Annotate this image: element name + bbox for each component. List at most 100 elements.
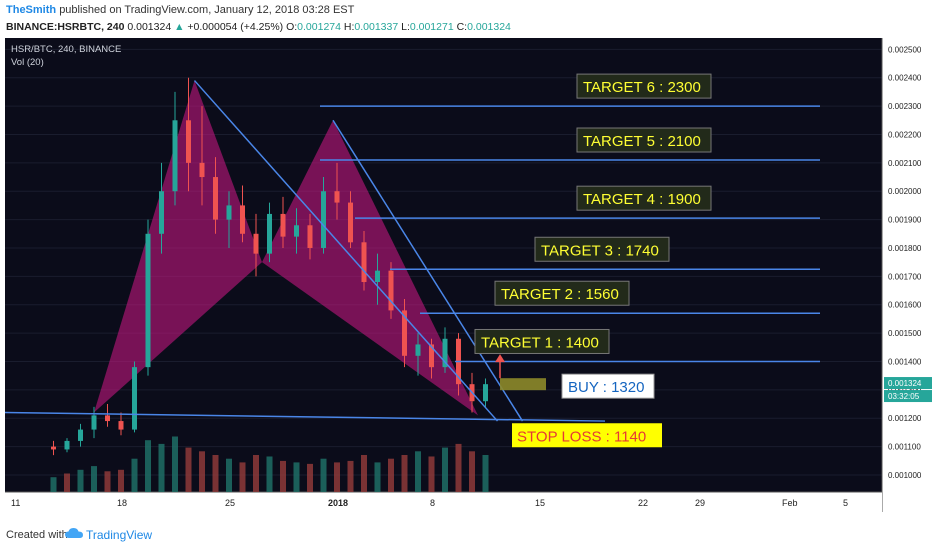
volume-bar — [104, 471, 111, 492]
trend-line-2 — [332, 119, 524, 422]
candle-body — [253, 233, 259, 254]
candle-body — [132, 367, 137, 430]
x-tick-label: 22 — [638, 498, 648, 508]
volume-bar — [212, 455, 219, 492]
y-tick-label: 0.001100 — [888, 443, 921, 452]
candle-body — [172, 120, 178, 192]
y-tick-label: 0.002300 — [888, 102, 922, 111]
candle-body — [348, 202, 353, 243]
support-line — [5, 411, 606, 422]
x-tick-label: 25 — [225, 498, 235, 508]
price-change: +0.000054 (+4.25%) — [187, 21, 284, 33]
volume-bar — [145, 440, 151, 492]
candle-body — [280, 213, 286, 237]
volume-bar — [77, 469, 84, 492]
target-label: TARGET 1 : 1400 — [481, 334, 599, 351]
trend-line-1 — [193, 80, 499, 422]
x-tick-label: Feb — [782, 498, 798, 508]
price-chart[interactable]: 0.0010000.0011000.0012000.0013000.001400… — [5, 38, 932, 512]
high-value: 0.001337 — [354, 21, 399, 33]
y-tick-label: 0.002400 — [888, 74, 922, 83]
stop-loss-box — [512, 423, 662, 448]
volume-bar — [131, 458, 138, 492]
x-tick-label: 2018 — [328, 498, 348, 508]
target-label-box — [576, 185, 712, 211]
target-label-box — [534, 236, 670, 262]
symbol-line: BINANCE:HSRBTC, 240 — [6, 21, 125, 33]
y-tick-label: 0.002500 — [888, 45, 922, 54]
low-value: 0.001271 — [409, 21, 454, 33]
chart-header: TheSmith published on TradingView.com, J… — [0, 0, 932, 38]
volume-bar — [347, 460, 354, 492]
y-tick-label: 0.001200 — [888, 414, 922, 423]
candle-body — [267, 213, 272, 254]
volume-bar — [64, 473, 70, 492]
buy-label: BUY : 1320 — [568, 379, 644, 396]
candle-body — [483, 384, 488, 402]
y-tick-label: 0.001000 — [888, 471, 922, 480]
volume-bar — [415, 451, 421, 492]
target-label-box — [576, 127, 712, 153]
volume-bar — [266, 456, 273, 492]
candle-body — [226, 205, 232, 220]
volume-bar — [428, 456, 435, 492]
y-tick-label: 0.001800 — [888, 244, 922, 253]
volume-bar — [401, 455, 408, 492]
published-text: published on TradingView.com, January 12… — [59, 4, 355, 16]
price-scale — [882, 38, 932, 512]
created-with-text: Created with — [6, 529, 68, 541]
volume-bar — [280, 460, 286, 492]
candle-body — [78, 429, 83, 441]
current-price-label: 0.001324 — [888, 379, 922, 388]
buy-arrow-icon — [495, 354, 505, 363]
stop-loss-label: STOP LOSS : 1140 — [517, 428, 646, 445]
y-tick-label: 0.001400 — [888, 357, 922, 366]
candle-body — [321, 191, 326, 248]
up-arrow-icon: ▲ — [174, 21, 185, 33]
volume-bar — [374, 462, 381, 492]
time-scale — [5, 492, 882, 512]
volume-bar — [482, 455, 489, 492]
volume-bar — [158, 443, 165, 492]
candle-body — [402, 310, 407, 356]
y-tick-label: 0.002000 — [888, 187, 922, 196]
y-tick-label: 0.001600 — [888, 301, 922, 310]
harmonic-pattern-xab — [94, 80, 262, 413]
candle-body — [442, 338, 448, 368]
author-link[interactable]: TheSmith — [6, 4, 57, 16]
volume-bar — [469, 451, 475, 492]
volume-bar — [455, 443, 462, 492]
volume-bar — [199, 451, 205, 492]
open-label: O: — [286, 21, 298, 33]
quote-line: BINANCE:HSRBTC, 240 0.001324 ▲ +0.000054… — [6, 21, 511, 33]
volume-bar — [293, 462, 300, 492]
volume-bar — [334, 462, 340, 492]
candle-body — [415, 344, 421, 356]
y-tick-label: 0.002200 — [888, 130, 922, 139]
countdown-label: 03:32:05 — [888, 392, 920, 401]
chart-legend-title: HSR/BTC, 240, BINANCE — [11, 44, 121, 55]
y-tick-label: 0.002100 — [888, 159, 922, 168]
volume-bar — [226, 458, 232, 492]
close-label: C: — [456, 21, 468, 33]
volume-bar — [253, 455, 259, 492]
target-label: TARGET 4 : 1900 — [583, 191, 701, 208]
target-label: TARGET 5 : 2100 — [583, 133, 701, 150]
candle-body — [307, 225, 313, 248]
volume-bar — [361, 455, 367, 492]
high-label: H: — [343, 21, 355, 33]
volume-bar — [320, 458, 327, 492]
tradingview-brand[interactable]: TradingView — [86, 528, 153, 542]
x-tick-label: 8 — [430, 498, 435, 508]
volume-bar — [172, 436, 178, 492]
tradingview-cloud-icon — [65, 528, 83, 538]
volume-bar — [118, 469, 124, 492]
target-label: TARGET 2 : 1560 — [501, 286, 619, 303]
open-value: 0.001274 — [297, 21, 341, 33]
x-tick-label: 18 — [117, 498, 127, 508]
chart-area[interactable]: 0.0010000.0011000.0012000.0013000.001400… — [5, 38, 932, 512]
volume-bar — [307, 463, 313, 492]
volume-bar — [388, 458, 394, 492]
x-tick-label: 5 — [843, 498, 848, 508]
close-value: 0.001324 — [467, 21, 511, 33]
